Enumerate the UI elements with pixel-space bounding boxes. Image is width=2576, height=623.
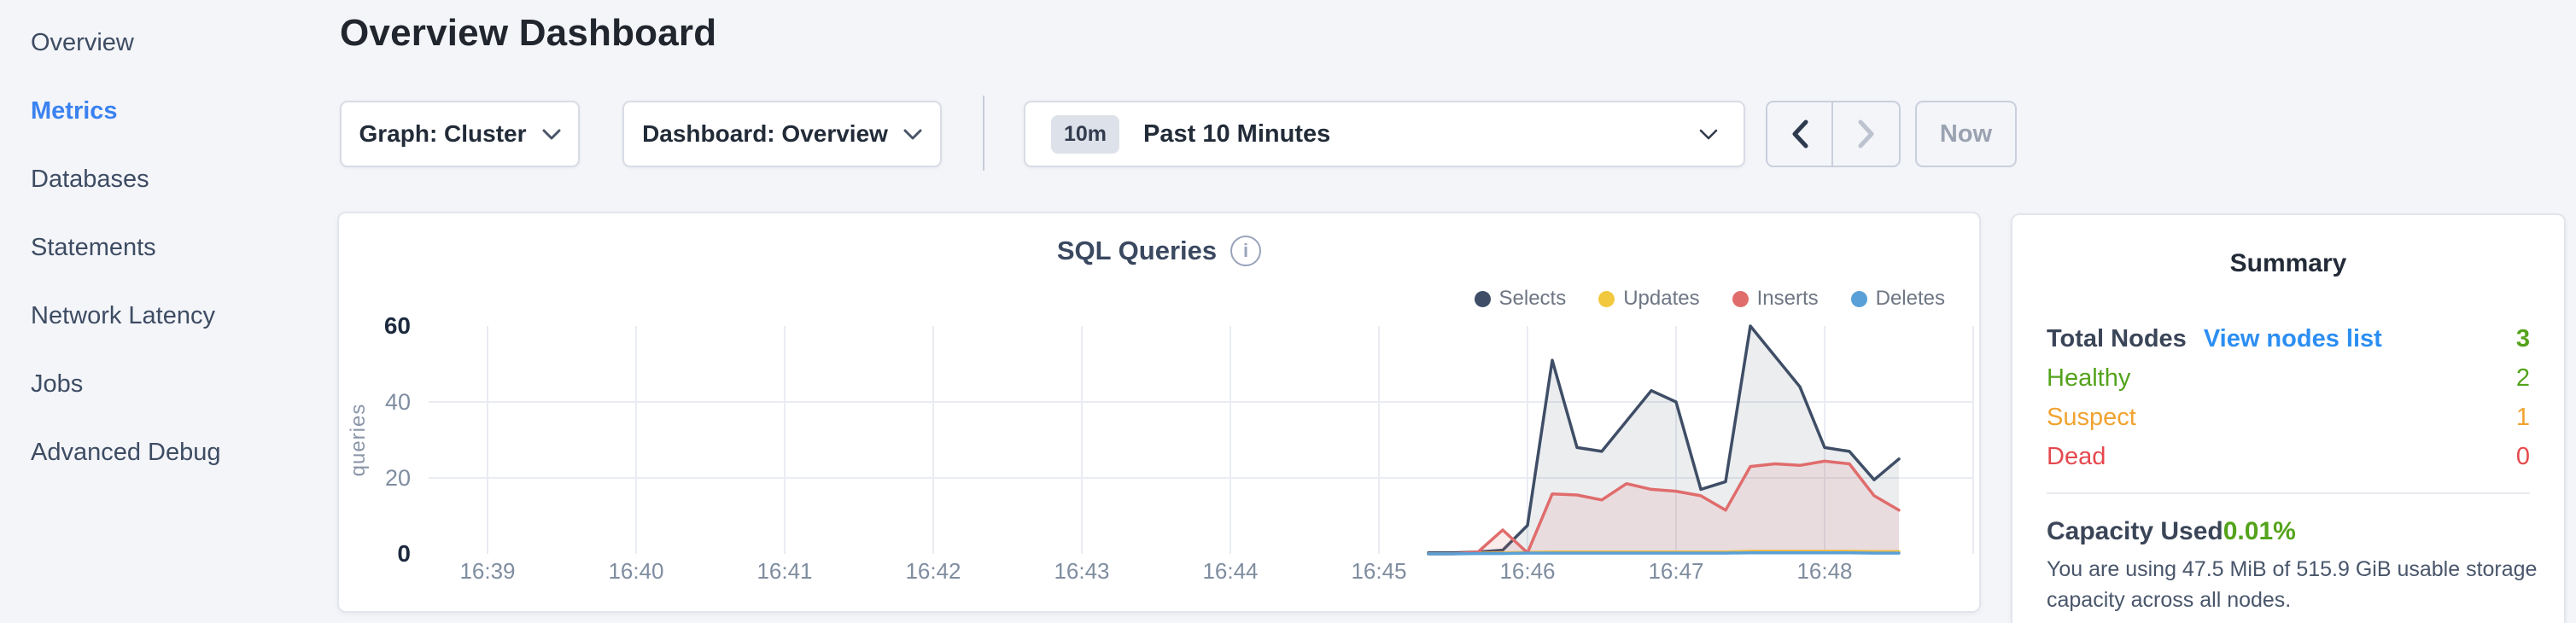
controls-divider bbox=[983, 96, 984, 171]
svg-text:0: 0 bbox=[397, 540, 411, 567]
svg-text:16:44: 16:44 bbox=[1202, 558, 1258, 584]
sidebar-item-jobs[interactable]: Jobs bbox=[31, 370, 84, 398]
svg-text:60: 60 bbox=[384, 312, 411, 339]
svg-text:16:45: 16:45 bbox=[1351, 558, 1406, 584]
chevron-left-icon bbox=[1792, 119, 1808, 148]
sidebar-item-databases[interactable]: Databases bbox=[31, 165, 149, 193]
svg-text:16:48: 16:48 bbox=[1796, 558, 1852, 584]
legend-label: Deletes bbox=[1875, 287, 1945, 310]
legend-item-inserts[interactable]: Inserts bbox=[1732, 287, 1819, 311]
legend-dot-updates bbox=[1598, 290, 1615, 307]
svg-text:16:41: 16:41 bbox=[756, 558, 812, 584]
page-title: Overview Dashboard bbox=[340, 12, 717, 54]
graph-dropdown[interactable]: Graph: Cluster bbox=[340, 101, 580, 167]
legend-label: Selects bbox=[1498, 287, 1567, 310]
svg-text:16:43: 16:43 bbox=[1054, 558, 1109, 584]
dashboard-dropdown-label: Dashboard: Overview bbox=[642, 120, 888, 147]
sidebar: Overview Metrics Databases Statements Ne… bbox=[0, 0, 335, 623]
dead-value: 0 bbox=[2515, 442, 2530, 470]
svg-text:16:46: 16:46 bbox=[1499, 558, 1555, 584]
dead-label: Dead bbox=[2047, 442, 2106, 470]
dead-nodes-row: Dead 0 bbox=[2047, 437, 2530, 476]
time-range-label: Past 10 Minutes bbox=[1143, 119, 1331, 148]
time-prev-button[interactable] bbox=[1767, 102, 1833, 166]
capacity-used-label: Capacity Used bbox=[2047, 517, 2223, 545]
summary-rows: Total Nodes View nodes list 3 Healthy 2 … bbox=[2047, 319, 2530, 476]
chevron-down-icon bbox=[903, 129, 922, 139]
time-range-badge: 10m bbox=[1051, 114, 1120, 154]
chart-title-row: SQL Queries i bbox=[339, 236, 1979, 266]
healthy-label: Healthy bbox=[2047, 364, 2131, 392]
legend-item-updates[interactable]: Updates bbox=[1598, 287, 1700, 311]
chart-title: SQL Queries bbox=[1056, 236, 1218, 265]
capacity-used-row: Capacity Used 0.01% bbox=[2047, 512, 2530, 551]
sidebar-item-metrics[interactable]: Metrics bbox=[31, 96, 118, 125]
legend-dot-deletes bbox=[1850, 290, 1867, 307]
total-nodes-row: Total Nodes View nodes list 3 bbox=[2047, 319, 2530, 358]
total-nodes-label: Total Nodes bbox=[2047, 324, 2187, 352]
time-next-button[interactable] bbox=[1833, 102, 1899, 166]
summary-panel: Summary Total Nodes View nodes list 3 He… bbox=[2011, 213, 2566, 623]
sidebar-item-network-latency[interactable]: Network Latency bbox=[31, 301, 215, 329]
time-range-selector[interactable]: 10m Past 10 Minutes bbox=[1024, 101, 1745, 167]
legend-label: Updates bbox=[1623, 287, 1700, 310]
svg-text:20: 20 bbox=[385, 465, 411, 491]
sidebar-item-advanced-debug[interactable]: Advanced Debug bbox=[31, 438, 221, 466]
now-button[interactable]: Now bbox=[1915, 101, 2017, 167]
svg-text:16:42: 16:42 bbox=[905, 558, 961, 584]
sql-queries-plot[interactable]: 0 20 40 60 16:39 16:40 16:41 16:42 16:43 16:44 16:… bbox=[339, 213, 1979, 611]
healthy-value: 2 bbox=[2515, 364, 2530, 392]
svg-text:16:40: 16:40 bbox=[608, 558, 663, 584]
dashboard-dropdown[interactable]: Dashboard: Overview bbox=[622, 101, 942, 167]
time-pager bbox=[1766, 101, 1901, 167]
info-icon[interactable]: i bbox=[1230, 236, 1262, 266]
chevron-down-icon bbox=[542, 129, 561, 139]
summary-title: Summary bbox=[2229, 249, 2347, 277]
svg-text:40: 40 bbox=[385, 389, 411, 415]
total-nodes-value: 3 bbox=[2515, 324, 2530, 352]
legend-item-selects[interactable]: Selects bbox=[1474, 287, 1567, 311]
svg-text:16:39: 16:39 bbox=[459, 558, 515, 584]
chart-legend: Selects Updates Inserts Deletes bbox=[1474, 287, 1945, 311]
legend-dot-inserts bbox=[1732, 290, 1749, 307]
legend-label: Inserts bbox=[1756, 287, 1819, 310]
sidebar-item-overview[interactable]: Overview bbox=[31, 28, 134, 56]
sidebar-item-statements[interactable]: Statements bbox=[31, 233, 156, 261]
suspect-value: 1 bbox=[2515, 403, 2530, 431]
graph-dropdown-label: Graph: Cluster bbox=[359, 120, 527, 147]
suspect-label: Suspect bbox=[2047, 403, 2136, 431]
svg-text:16:47: 16:47 bbox=[1648, 558, 1703, 584]
legend-item-deletes[interactable]: Deletes bbox=[1850, 287, 1945, 311]
summary-divider bbox=[2047, 492, 2530, 494]
sql-queries-chart-card: SQL Queries i Selects Updates Inserts Delet… bbox=[337, 212, 1981, 613]
legend-dot-selects bbox=[1474, 290, 1491, 307]
chevron-down-icon bbox=[1699, 129, 1718, 139]
healthy-nodes-row: Healthy 2 bbox=[2047, 358, 2530, 398]
view-nodes-list-link[interactable]: View nodes list bbox=[2203, 324, 2382, 352]
suspect-nodes-row: Suspect 1 bbox=[2047, 398, 2530, 437]
capacity-description: You are using 47.5 MiB of 515.9 GiB usab… bbox=[2047, 557, 2538, 612]
capacity-used-value: 0.01% bbox=[2223, 517, 2296, 545]
chevron-right-icon bbox=[1858, 119, 1873, 148]
svg-text:queries: queries bbox=[347, 404, 370, 477]
